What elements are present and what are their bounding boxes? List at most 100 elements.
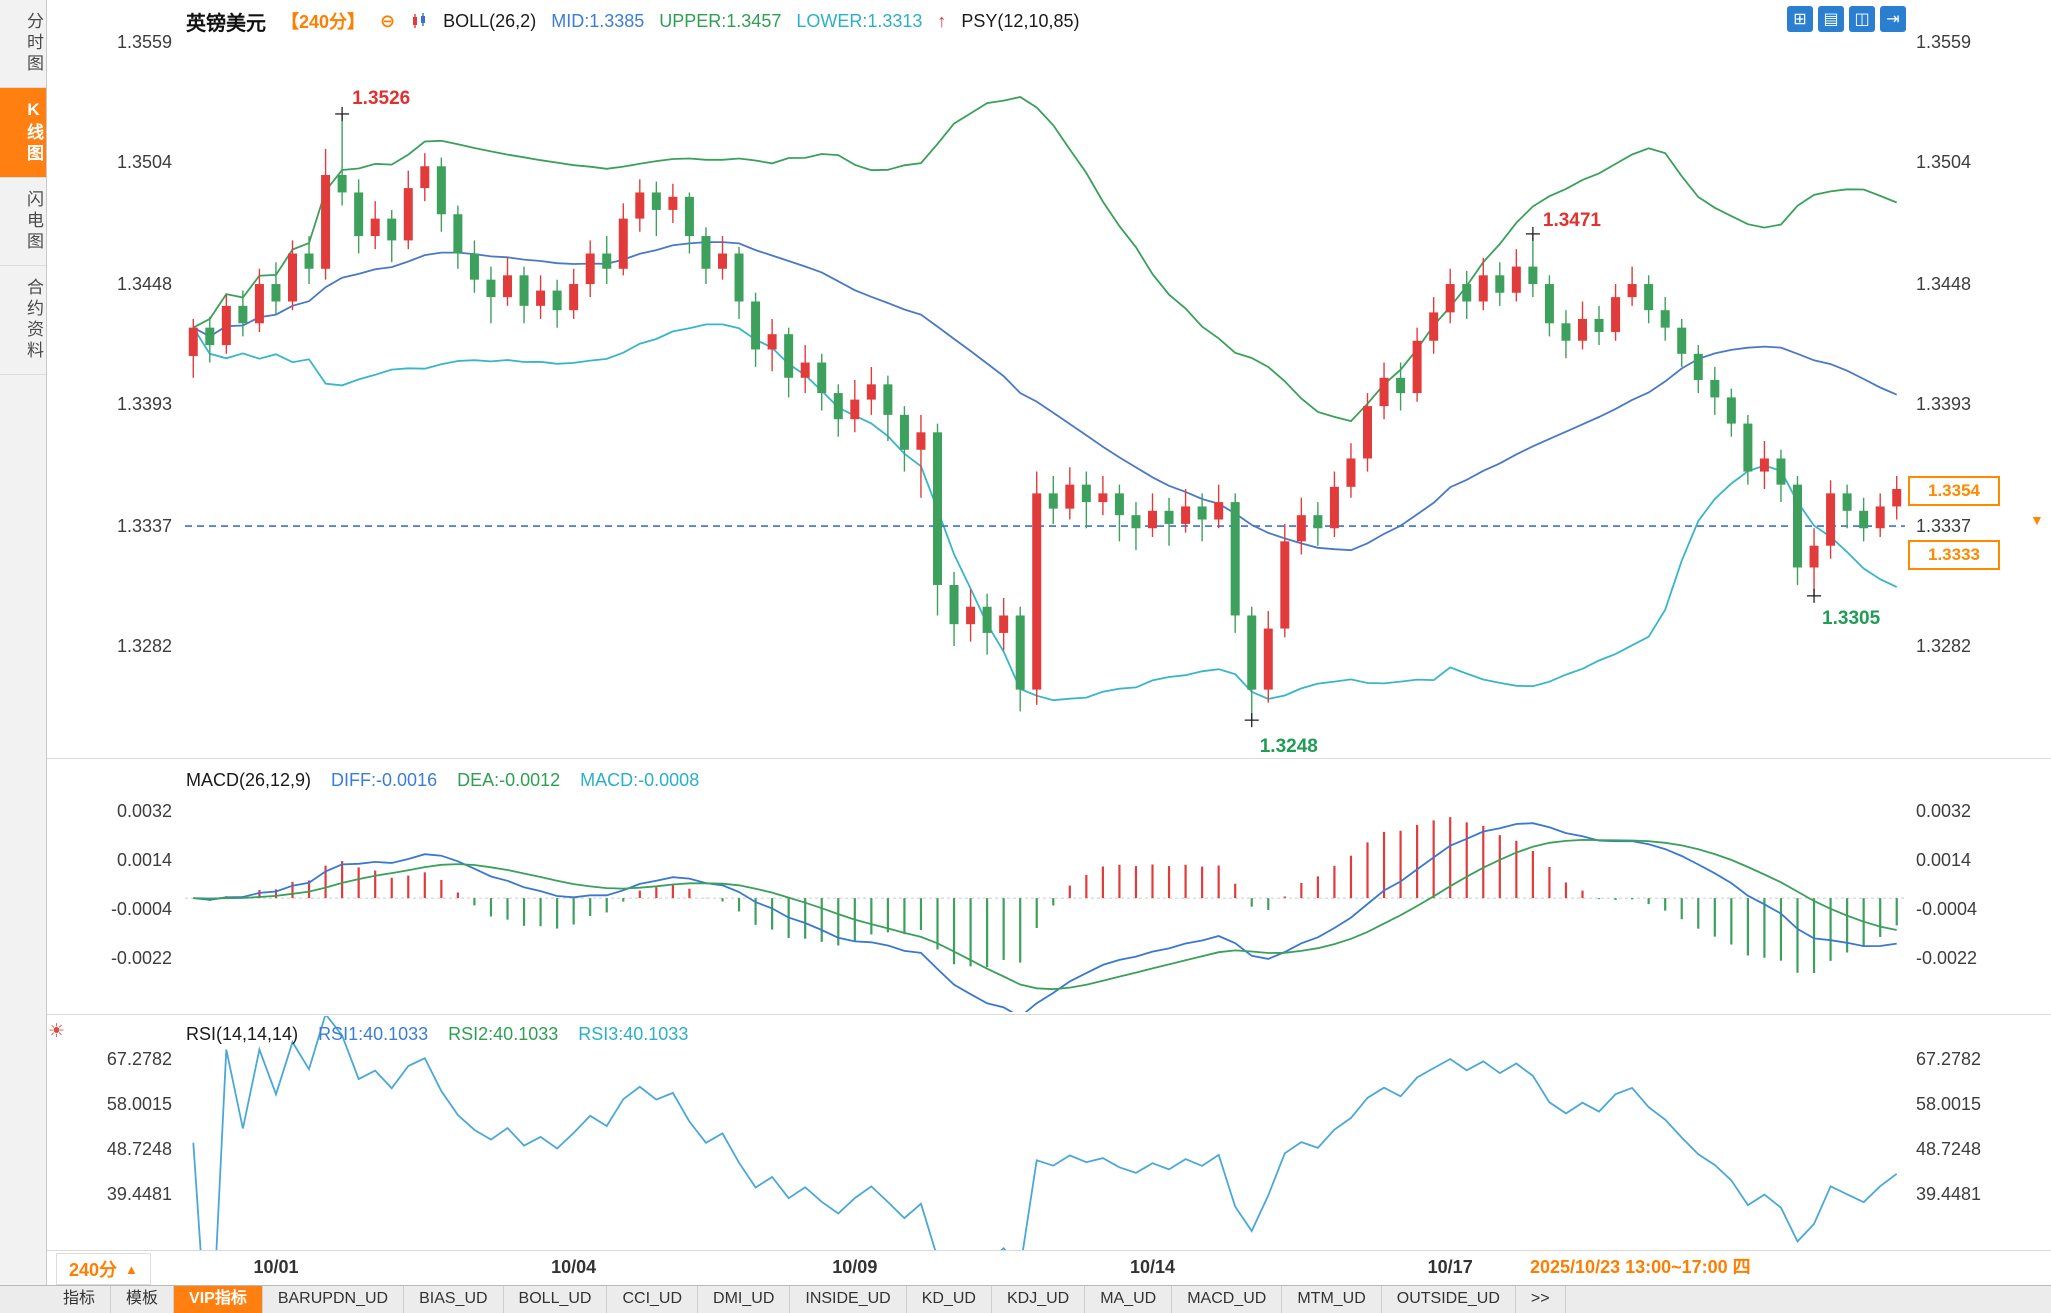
candle-body xyxy=(618,218,628,269)
multi-panel-icon[interactable]: ▤ xyxy=(1818,6,1844,32)
candle-body xyxy=(1363,406,1372,459)
expand-panel-icon[interactable]: ⇥ xyxy=(1880,6,1906,32)
indicator-tabbar: 指标 模板 VIP指标 BARUPDN_UD BIAS_UD BOLL_UD CCI_UD D… xyxy=(0,1285,2051,1313)
rsi-axis-label-right: 48.7248 xyxy=(1916,1139,1981,1159)
interval-label: 240分 xyxy=(69,1260,118,1280)
macd-label: MACD(26,12,9) xyxy=(186,770,312,790)
candle-body xyxy=(966,606,976,625)
boll-upper-value: UPPER:1.3457 xyxy=(659,10,782,31)
candle-body xyxy=(288,253,297,302)
axis-labels: 1.3559 1.3559 1.3504 1.3504 1.3448 1.3448 1.33… xyxy=(107,32,1981,1277)
candle-body xyxy=(1660,310,1670,328)
tab-more[interactable]: >> xyxy=(1516,1286,1566,1313)
tab-templates[interactable]: 模板 xyxy=(111,1286,175,1313)
tab-bias[interactable]: BIAS_UD xyxy=(404,1286,504,1313)
candle-body xyxy=(1148,510,1157,529)
sidebar-item-kline-chart[interactable]: K线图 xyxy=(0,88,46,178)
boll-mid-value: MID:1.3385 xyxy=(551,10,645,31)
candle-body xyxy=(1247,615,1257,690)
macd-panel xyxy=(185,817,1905,1012)
macd-dea-value: DEA:-0.0012 xyxy=(457,770,561,790)
bollinger-bands xyxy=(192,96,1898,702)
candle-body xyxy=(817,362,827,394)
price-axis-label-left: 1.3393 xyxy=(117,394,172,414)
rsi-axis-label-right: 58.0015 xyxy=(1916,1094,1981,1114)
macd-axis-label-left: -0.0004 xyxy=(111,899,172,919)
candle-body xyxy=(188,327,198,356)
interval-selector[interactable]: 240分 ▲ xyxy=(56,1253,151,1285)
candle-body xyxy=(1726,397,1736,424)
candle-style-icon[interactable] xyxy=(410,12,428,30)
candle-body xyxy=(1677,327,1687,354)
candle-body xyxy=(1445,284,1455,313)
tab-boll[interactable]: BOLL_UD xyxy=(504,1286,608,1313)
tab-dmi[interactable]: DMI_UD xyxy=(698,1286,791,1313)
macd-axis-label-right: 0.0032 xyxy=(1916,801,1971,821)
extreme-price-annotation: 1.3305 xyxy=(1822,608,1881,629)
tab-outside[interactable]: OUTSIDE_UD xyxy=(1382,1286,1516,1313)
candle-body xyxy=(1627,284,1637,298)
up-arrow-icon: ↑ xyxy=(937,10,947,31)
tab-cci[interactable]: CCI_UD xyxy=(607,1286,699,1313)
candle-body xyxy=(1611,297,1621,333)
sidebar-item-contract-info[interactable]: 合约资料 xyxy=(0,266,46,375)
price-marker-icon: ▼ xyxy=(2030,512,2044,528)
sidebar-item-flash-chart[interactable]: 闪电图 xyxy=(0,178,46,266)
tab-kd[interactable]: KD_UD xyxy=(907,1286,992,1313)
candle-body xyxy=(1875,506,1885,529)
rsi-header: RSI(14,14,14) RSI1:40.1033 RSI2:40.1033 … xyxy=(186,1024,688,1045)
minus-circle-icon[interactable]: ⊖ xyxy=(380,10,396,31)
candle-body xyxy=(1826,493,1836,546)
tab-barupdn[interactable]: BARUPDN_UD xyxy=(263,1286,405,1313)
macd-axis-label-left: 0.0032 xyxy=(117,801,172,821)
candle-body xyxy=(850,399,860,420)
symbol-title: 英镑美元 xyxy=(186,12,266,35)
candle-body xyxy=(1214,502,1224,520)
candle-body xyxy=(916,432,926,450)
candle-body xyxy=(1594,318,1604,333)
candle-body xyxy=(536,290,546,306)
tab-macd[interactable]: MACD_UD xyxy=(1172,1286,1283,1313)
candle-body xyxy=(1511,266,1521,293)
candle-body xyxy=(1644,284,1654,311)
rsi-axis-label-left: 58.0015 xyxy=(107,1094,172,1114)
candle-body xyxy=(1859,510,1869,529)
single-panel-icon[interactable]: ◫ xyxy=(1849,6,1875,32)
candle-body xyxy=(420,166,430,189)
sun-icon[interactable]: ☀ xyxy=(48,1021,66,1042)
tab-ma[interactable]: MA_UD xyxy=(1085,1286,1173,1313)
candle-body xyxy=(321,175,331,269)
x-axis-date-label: 10/17 xyxy=(1428,1257,1473,1277)
tab-kdj[interactable]: KDJ_UD xyxy=(992,1286,1086,1313)
rsi-axis-label-left: 67.2782 xyxy=(107,1049,172,1069)
price-annotations: 1.3526 1.3471 1.3248 1.3305 xyxy=(335,88,1881,757)
price-axis-label-left: 1.3559 xyxy=(117,32,172,52)
price-axis-label-right: 1.3504 xyxy=(1916,152,1971,172)
candle-body xyxy=(585,253,595,285)
tab-mtm[interactable]: MTM_UD xyxy=(1282,1286,1382,1313)
tab-indicators[interactable]: 指标 xyxy=(48,1286,112,1313)
grid-layout-icon[interactable]: ⊞ xyxy=(1787,6,1813,32)
candlestick-series xyxy=(188,113,1902,721)
tab-vip-indicators[interactable]: VIP指标 xyxy=(174,1286,263,1313)
candle-body xyxy=(503,275,512,298)
period-label[interactable]: 【240分】 xyxy=(281,12,366,32)
candle-body xyxy=(1478,275,1488,302)
tab-inside[interactable]: INSIDE_UD xyxy=(790,1286,907,1313)
current-bar-range-label: 2025/10/23 13:00~17:00 四 xyxy=(1530,1257,1751,1277)
candle-body xyxy=(1544,284,1554,324)
candle-body xyxy=(1462,284,1472,302)
candle-body xyxy=(1131,515,1141,529)
price-axis-label-right: 1.3448 xyxy=(1916,274,1971,294)
sidebar-item-time-chart[interactable]: 分时图 xyxy=(0,0,46,88)
candle-body xyxy=(1114,493,1124,516)
panel-dividers xyxy=(46,758,2051,1251)
rsi2-value: RSI2:40.1033 xyxy=(448,1024,559,1044)
candle-body xyxy=(1346,458,1356,487)
sidebar: 分时图 K线图 闪电图 合约资料 xyxy=(0,0,47,1286)
candle-body xyxy=(569,284,579,311)
boll-label: BOLL(26,2) xyxy=(443,10,537,31)
candle-body xyxy=(1280,541,1290,629)
price-axis-label-right: 1.3559 xyxy=(1916,32,1971,52)
